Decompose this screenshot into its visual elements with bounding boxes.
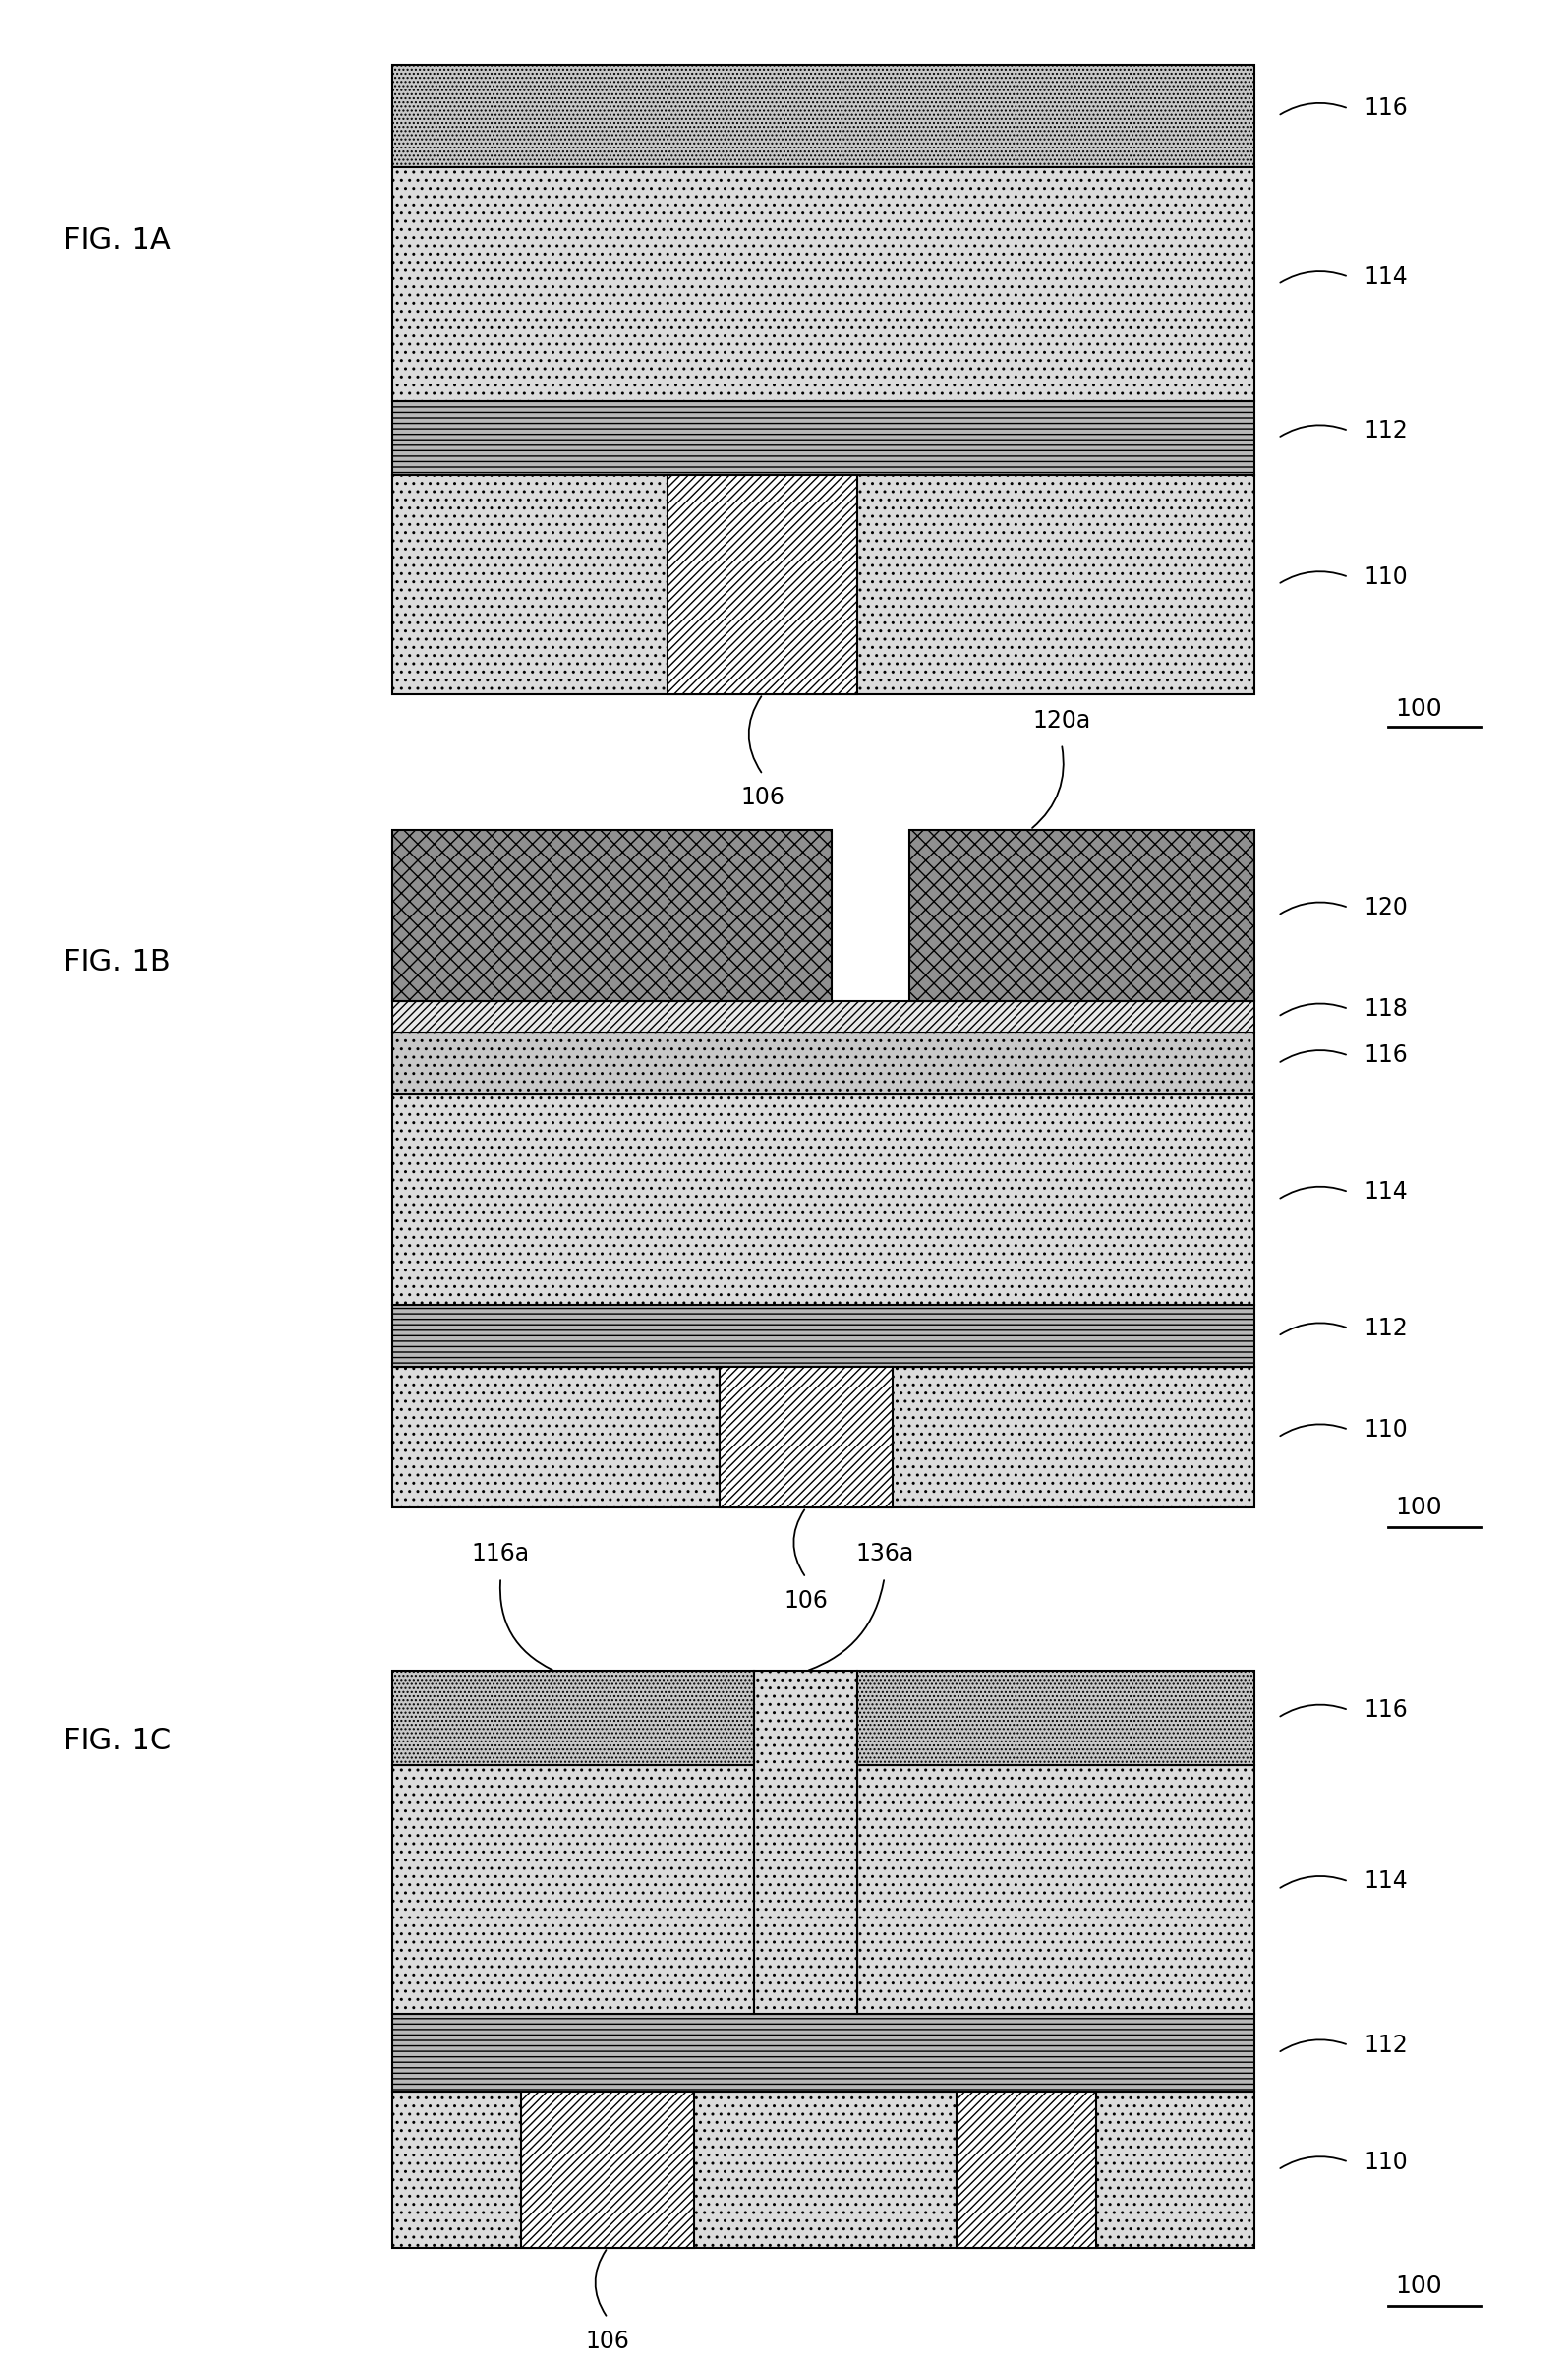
- Bar: [392, 1367, 1254, 1509]
- Bar: [392, 1764, 754, 2014]
- Text: 118: 118: [1364, 996, 1408, 1020]
- Text: 100: 100: [1396, 1497, 1443, 1518]
- Text: 116a: 116a: [472, 1542, 530, 1565]
- Text: 120: 120: [1364, 895, 1408, 918]
- Text: FIG. 1C: FIG. 1C: [63, 1726, 171, 1757]
- Text: 106: 106: [740, 786, 786, 810]
- Text: 112: 112: [1364, 2033, 1408, 2056]
- Text: 112: 112: [1364, 1317, 1408, 1341]
- Bar: [392, 829, 833, 1001]
- Text: 114: 114: [1364, 1870, 1408, 1894]
- Bar: [668, 475, 858, 694]
- Bar: [392, 1672, 754, 1764]
- Bar: [392, 168, 1254, 401]
- Text: 106: 106: [784, 1589, 828, 1613]
- Bar: [956, 2092, 1096, 2248]
- Bar: [858, 1672, 1254, 1764]
- Text: 100: 100: [1396, 696, 1443, 720]
- Text: 116: 116: [1364, 1044, 1408, 1067]
- Bar: [909, 829, 1254, 1001]
- Bar: [521, 2092, 693, 2248]
- Bar: [392, 401, 1254, 475]
- Bar: [392, 64, 1254, 168]
- Bar: [720, 1367, 892, 1509]
- Text: 116: 116: [1364, 1698, 1408, 1721]
- Text: 114: 114: [1364, 1180, 1408, 1204]
- Bar: [392, 2014, 1254, 2092]
- Text: FIG. 1A: FIG. 1A: [63, 227, 171, 255]
- Text: 100: 100: [1396, 2276, 1443, 2297]
- Text: 110: 110: [1364, 1419, 1408, 1440]
- Text: 116: 116: [1364, 97, 1408, 120]
- Text: 114: 114: [1364, 264, 1408, 288]
- Text: 110: 110: [1364, 2151, 1408, 2174]
- Text: 136a: 136a: [855, 1542, 914, 1565]
- Bar: [858, 1764, 1254, 2014]
- Text: 110: 110: [1364, 564, 1408, 588]
- Text: 106: 106: [585, 2330, 630, 2354]
- Bar: [392, 1096, 1254, 1306]
- Text: 112: 112: [1364, 418, 1408, 442]
- Text: FIG. 1B: FIG. 1B: [63, 947, 171, 977]
- Bar: [392, 475, 1254, 694]
- Bar: [392, 1306, 1254, 1367]
- Bar: [392, 2092, 1254, 2248]
- Bar: [392, 1001, 1254, 1032]
- Text: 120a: 120a: [1032, 708, 1091, 732]
- Bar: [392, 1032, 1254, 1096]
- Bar: [754, 1672, 858, 2014]
